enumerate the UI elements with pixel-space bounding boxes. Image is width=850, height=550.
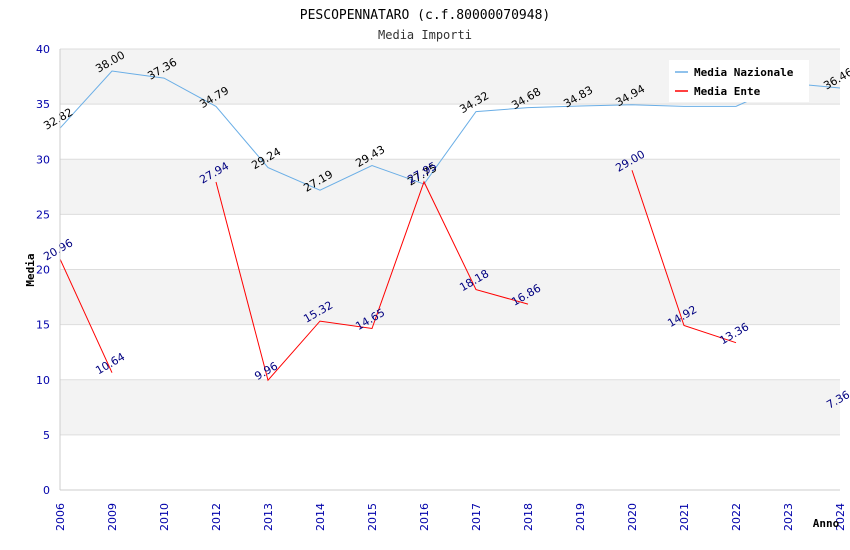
axes bbox=[59, 49, 840, 491]
chart-subtitle: Media Importi bbox=[378, 28, 472, 42]
x-tick-label: 2012 bbox=[210, 503, 223, 531]
y-tick-label: 15 bbox=[36, 319, 50, 332]
legend-box bbox=[669, 60, 809, 102]
y-tick-label: 30 bbox=[36, 153, 50, 166]
x-tick-label: 2013 bbox=[262, 503, 275, 531]
x-tick-label: 2019 bbox=[574, 503, 587, 531]
x-axis-label: Anno bbox=[813, 517, 840, 530]
plot-band bbox=[60, 159, 840, 215]
y-tick-label: 10 bbox=[36, 374, 50, 387]
x-tick-label: 2022 bbox=[730, 503, 743, 531]
data-label-media-ente: 20.96 bbox=[41, 236, 75, 263]
x-tick-label: 2010 bbox=[158, 503, 171, 531]
legend: Media Nazionale Media Ente bbox=[669, 60, 809, 102]
series-line-media-ente bbox=[215, 180, 529, 382]
series-lines bbox=[59, 70, 841, 382]
y-tick-label: 20 bbox=[36, 264, 50, 277]
y-axis-label: Media bbox=[24, 253, 37, 286]
series-line-media-ente bbox=[59, 258, 113, 373]
x-tick-label: 2015 bbox=[366, 503, 379, 531]
plot-band bbox=[60, 379, 840, 435]
y-tick-label: 35 bbox=[36, 98, 50, 111]
y-tick-label: 5 bbox=[43, 429, 50, 442]
legend-label-media-ente: Media Ente bbox=[694, 85, 761, 98]
x-tick-label: 2009 bbox=[106, 503, 119, 531]
tick-labels: 0 5 10 15 20 25 30 35 40 2006 2009 2010 2012 2013 2014… bbox=[36, 43, 847, 531]
x-tick-label: 2020 bbox=[626, 503, 639, 531]
x-tick-label: 2006 bbox=[54, 503, 67, 531]
y-tick-label: 0 bbox=[43, 484, 50, 497]
series-line-media-ente bbox=[631, 170, 737, 344]
data-label-media-ente: 10.64 bbox=[93, 350, 127, 377]
x-tick-label: 2024 bbox=[834, 503, 847, 531]
x-tick-label: 2014 bbox=[314, 503, 327, 531]
x-tick-label: 2021 bbox=[678, 503, 691, 531]
x-tick-label: 2016 bbox=[418, 503, 431, 531]
series-line-media-nazionale bbox=[59, 70, 841, 191]
legend-label-media-nazionale: Media Nazionale bbox=[694, 66, 794, 79]
x-tick-label: 2018 bbox=[522, 503, 535, 531]
plot-band bbox=[60, 269, 840, 325]
y-tick-label: 40 bbox=[36, 43, 50, 56]
x-tick-label: 2017 bbox=[470, 503, 483, 531]
plot-bands bbox=[60, 49, 840, 435]
chart-title: PESCOPENNATARO (c.f.80000070948) bbox=[300, 8, 550, 23]
y-tick-label: 25 bbox=[36, 208, 50, 221]
x-tick-label: 2023 bbox=[782, 503, 795, 531]
